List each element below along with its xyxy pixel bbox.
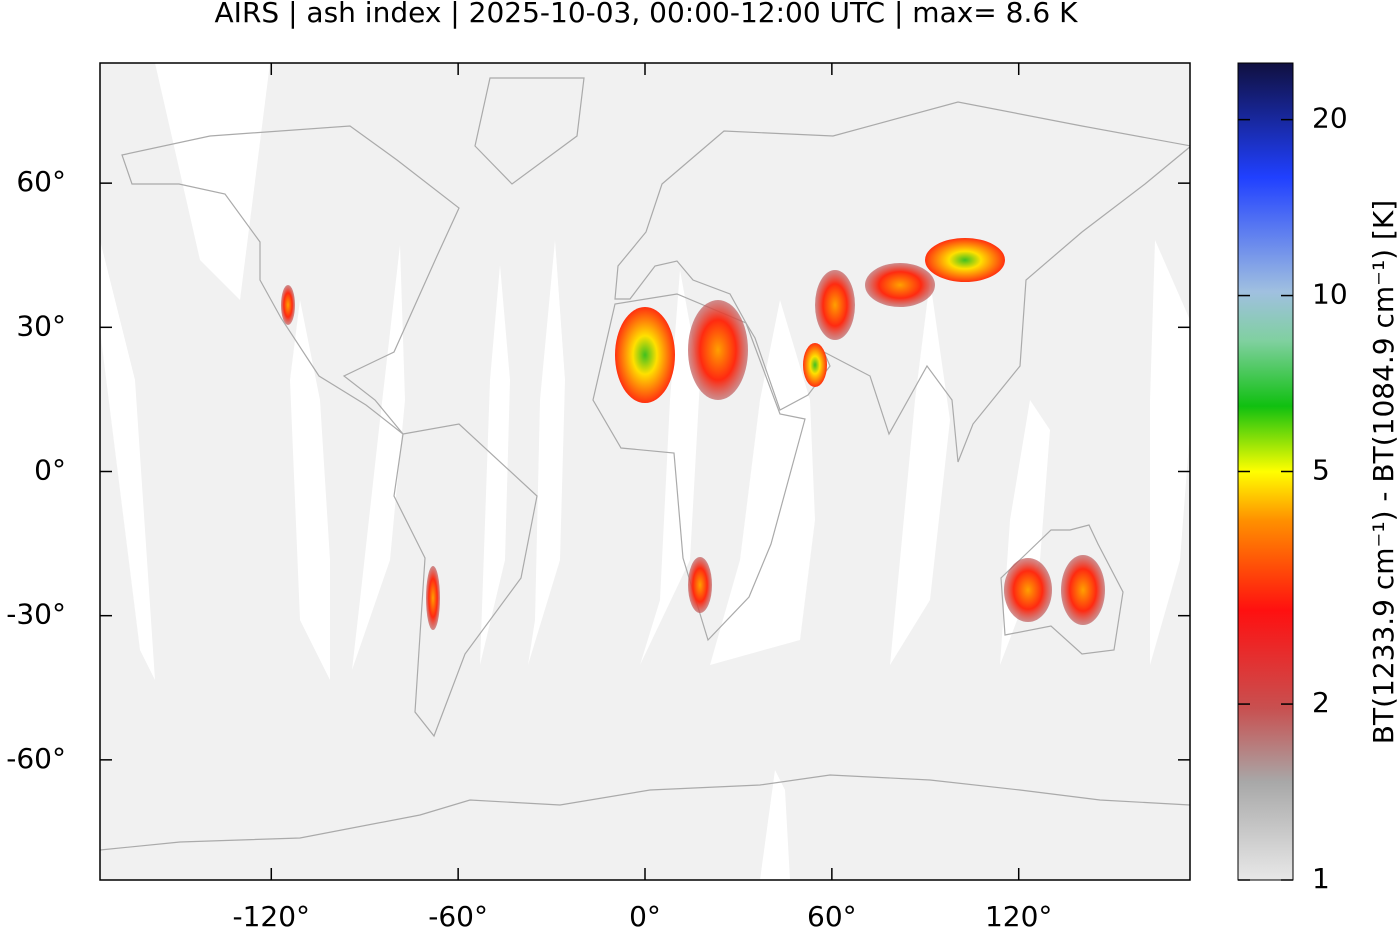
- map-background: [100, 63, 1190, 880]
- coastline: [614, 101, 1190, 463]
- y-tick-label: 60°: [16, 165, 66, 198]
- swath-gap: [760, 770, 790, 880]
- ash-region: [688, 300, 748, 400]
- swath-gap: [480, 265, 510, 665]
- colorbar-tick-label: 10: [1312, 278, 1348, 311]
- x-tick-label: 120°: [985, 900, 1052, 930]
- ash-region: [865, 263, 935, 307]
- y-tick-label: 30°: [16, 309, 66, 342]
- ash-region: [426, 566, 440, 630]
- ash-region: [1004, 558, 1052, 622]
- coastline: [592, 293, 806, 642]
- colorbar-tick-label: 20: [1312, 102, 1348, 135]
- swath-gap: [100, 240, 155, 680]
- swath-gap: [1150, 240, 1190, 665]
- ash-region: [1061, 555, 1105, 625]
- y-tick-label: -60°: [6, 742, 66, 775]
- coastline: [100, 774, 1190, 851]
- ash-region: [615, 307, 675, 403]
- swath-gap: [155, 63, 270, 300]
- ash-region: [815, 270, 855, 340]
- colorbar-label: BT(1233.9 cm⁻¹) - BT(1084.9 cm⁻¹) [K]: [1367, 200, 1400, 744]
- colorbar-tick-label: 2: [1312, 686, 1330, 719]
- coastline: [1000, 524, 1124, 655]
- colorbar-tick-label: 1: [1312, 862, 1330, 895]
- coastlines: [100, 77, 1190, 851]
- x-tick-label: -60°: [428, 900, 488, 930]
- y-tick-label: -30°: [6, 598, 66, 631]
- x-tick-label: -120°: [233, 900, 311, 930]
- x-tick-label: 0°: [629, 900, 661, 930]
- ash-region: [281, 285, 295, 325]
- ash-region: [803, 343, 827, 387]
- x-tick-label: 60°: [807, 900, 857, 930]
- map: [100, 63, 1190, 880]
- coastline: [393, 423, 538, 738]
- swath-gap: [710, 300, 815, 665]
- colorbar-tick-label: 5: [1312, 454, 1330, 487]
- chart-title: AIRS | ash index | 2025-10-03, 00:00-12:…: [215, 0, 1079, 29]
- swath-gap: [290, 300, 330, 680]
- swath-gap: [528, 240, 565, 665]
- swath-gap: [352, 245, 405, 670]
- coastline: [474, 77, 585, 185]
- ash-region: [925, 238, 1005, 282]
- y-tick-label: 0°: [34, 454, 66, 487]
- ash-signal: [281, 238, 1105, 630]
- ash-region: [688, 557, 712, 613]
